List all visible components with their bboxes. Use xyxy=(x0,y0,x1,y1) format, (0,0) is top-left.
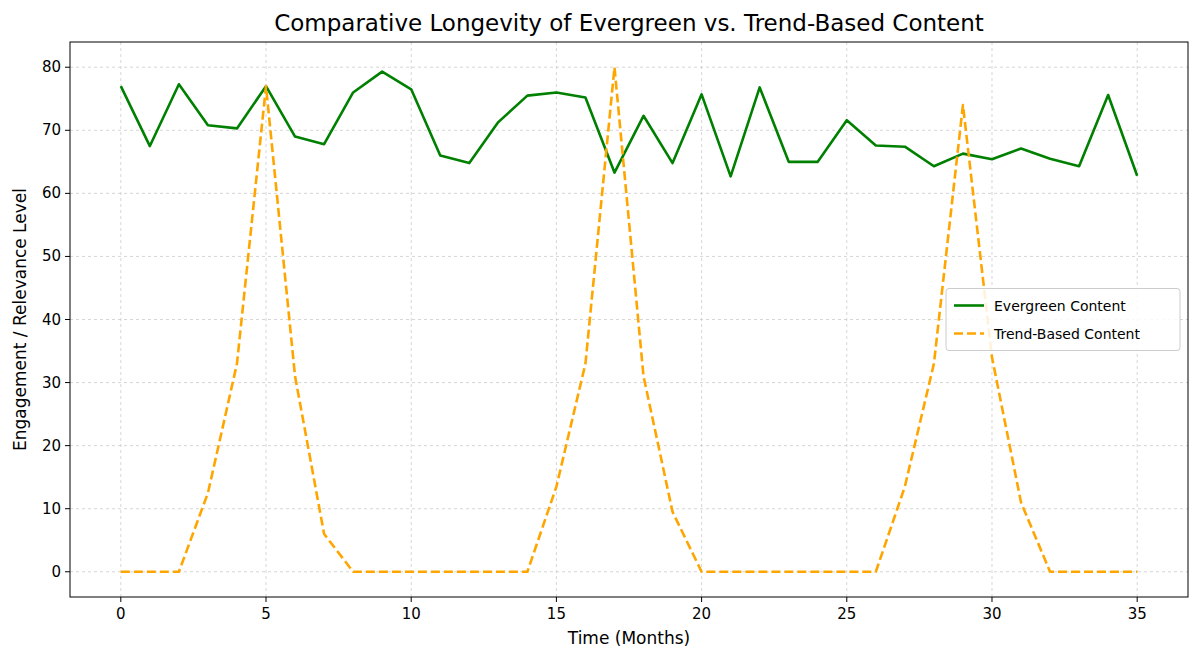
x-grid-line xyxy=(411,42,412,597)
y-tick-label: 10 xyxy=(42,500,61,518)
y-tick xyxy=(65,256,70,257)
x-axis-label: Time (Months) xyxy=(567,628,690,648)
x-tick-label: 0 xyxy=(116,605,126,623)
y-grid-line xyxy=(70,508,1188,509)
y-tick xyxy=(65,571,70,572)
legend-swatch xyxy=(954,304,984,307)
y-tick-label: 20 xyxy=(42,437,61,455)
y-tick xyxy=(65,193,70,194)
x-tick xyxy=(266,597,267,602)
chart-container: 0 5 10 15 20 25 30 35 0 10 20 30 40 50 60 70 80 Comparati… xyxy=(0,0,1200,662)
y-tick-label: 30 xyxy=(42,374,61,392)
y-grid-line xyxy=(70,445,1188,446)
y-tick-label: 0 xyxy=(51,563,61,581)
x-tick xyxy=(701,597,702,602)
x-tick-label: 5 xyxy=(261,605,271,623)
x-grid-line xyxy=(266,42,267,597)
x-tick-label: 15 xyxy=(547,605,566,623)
legend-label: Evergreen Content xyxy=(994,298,1126,314)
x-tick-label: 10 xyxy=(402,605,421,623)
x-tick-label: 35 xyxy=(1128,605,1147,623)
chart-title: Comparative Longevity of Evergreen vs. T… xyxy=(274,10,984,36)
y-grid-line xyxy=(70,256,1188,257)
legend-swatch xyxy=(954,332,984,335)
legend: Evergreen Content Trend-Based Content xyxy=(946,289,1180,351)
x-tick xyxy=(411,597,412,602)
y-tick xyxy=(65,67,70,68)
y-tick xyxy=(65,445,70,446)
y-tick-label: 50 xyxy=(42,247,61,265)
chart-svg: 0 5 10 15 20 25 30 35 0 10 20 30 40 50 60 70 80 Comparati… xyxy=(0,0,1200,662)
legend-label: Trend-Based Content xyxy=(993,326,1140,342)
y-tick-label: 40 xyxy=(42,311,61,329)
plot-frame xyxy=(70,42,1188,597)
x-tick xyxy=(120,597,121,602)
y-grid-line xyxy=(70,571,1188,572)
y-tick-label: 80 xyxy=(42,58,61,76)
grid xyxy=(70,42,1188,597)
y-tick xyxy=(65,319,70,320)
x-tick xyxy=(556,597,557,602)
x-tick-label: 20 xyxy=(692,605,711,623)
x-tick xyxy=(846,597,847,602)
y-grid-line xyxy=(70,67,1188,68)
background xyxy=(0,0,1200,662)
y-axis-label: Engagement / Relevance Level xyxy=(10,188,30,451)
y-tick-label: 70 xyxy=(42,121,61,139)
y-tick-label: 60 xyxy=(42,184,61,202)
y-grid-line xyxy=(70,193,1188,194)
legend-box xyxy=(946,289,1180,351)
x-tick-label: 25 xyxy=(837,605,856,623)
x-tick-label: 30 xyxy=(982,605,1001,623)
x-tick xyxy=(991,597,992,602)
y-tick xyxy=(65,130,70,131)
y-grid-line xyxy=(70,382,1188,383)
y-tick xyxy=(65,382,70,383)
y-tick xyxy=(65,508,70,509)
x-tick xyxy=(1137,597,1138,602)
y-grid-line xyxy=(70,130,1188,131)
